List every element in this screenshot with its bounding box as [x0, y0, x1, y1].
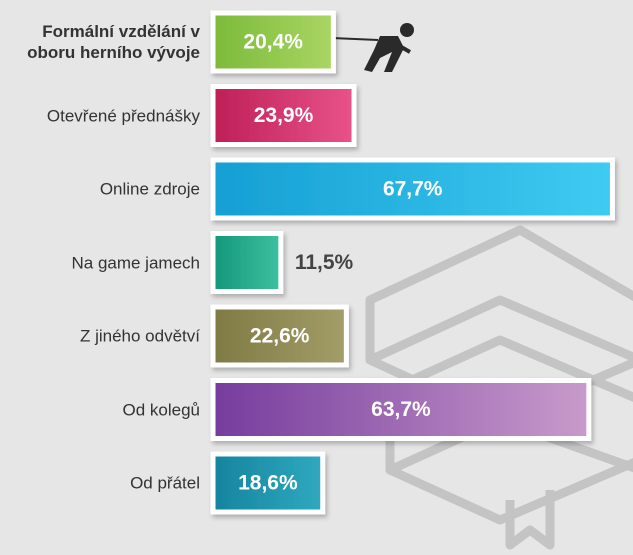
infographic: 20,4% 23,9% 67,7% 11,5% 22,6% 63,7% 18,6% Form…	[0, 0, 633, 555]
category-label: Otevřené přednášky	[0, 105, 200, 126]
category-label: Od přátel	[0, 473, 200, 494]
value-label: 22,6%	[250, 325, 310, 348]
value-label: 18,6%	[238, 472, 298, 495]
value-label: 23,9%	[254, 104, 314, 127]
category-label: Formální vzdělání v oboru herního vývoje	[0, 21, 200, 63]
category-label: Z jiného odvětví	[0, 326, 200, 347]
category-label: Online zdroje	[0, 179, 200, 200]
value-label: 20,4%	[243, 31, 303, 54]
bar	[213, 234, 281, 292]
category-label: Od kolegů	[0, 399, 200, 420]
value-label: 67,7%	[383, 178, 443, 201]
value-label: 63,7%	[371, 398, 431, 421]
climber-icon	[332, 23, 414, 72]
value-label: 11,5%	[295, 251, 354, 274]
category-label: Na game jamech	[0, 252, 200, 273]
